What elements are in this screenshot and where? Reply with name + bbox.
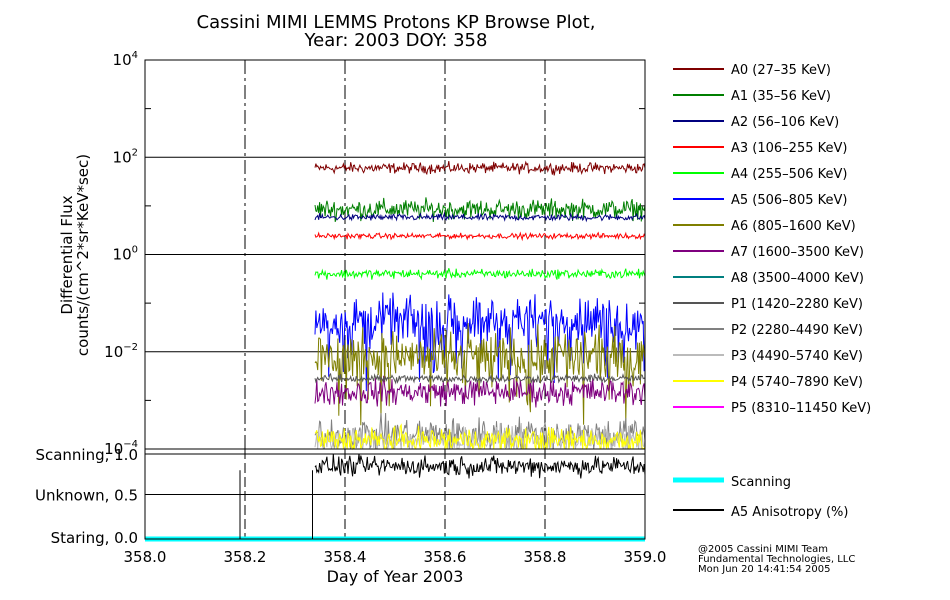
y-axis-label: Differential Flux — [58, 195, 76, 314]
top-panel-series — [314, 160, 646, 451]
legend-label: A7 (1600–3500 KeV) — [731, 245, 864, 260]
y-tick-label: 100 — [113, 245, 138, 264]
legend-label: A4 (255–506 KeV) — [731, 167, 847, 182]
anisotropy-line — [314, 453, 646, 479]
credits-line-1: @2005 Cassini MIMI Team — [698, 544, 828, 555]
credits: @2005 Cassini MIMI Team Fundamental Tech… — [698, 545, 855, 575]
x-tick-label: 358.8 — [524, 548, 567, 566]
legend-label: P4 (5740–7890 KeV) — [731, 375, 863, 390]
series-line — [314, 268, 646, 281]
bottom-panel-frame — [144, 448, 646, 540]
legend-label: A3 (106–255 KeV) — [731, 141, 847, 156]
series-line — [314, 375, 646, 408]
legend-label: P2 (2280–4490 KeV) — [731, 323, 863, 338]
legend: A0 (27–35 KeV) A1 (35–56 KeV) A2 (56–106 K… — [673, 63, 871, 416]
series-line — [314, 211, 646, 223]
bottom-panel-grid — [144, 60, 646, 539]
series-line — [314, 160, 646, 176]
x-tick-label: 358.6 — [424, 548, 467, 566]
x-tick-label: 359.0 — [624, 548, 667, 566]
top-panel-grid — [145, 59, 645, 450]
x-tick-label: 358.0 — [124, 548, 167, 566]
legend-label: A5 Anisotropy (%) — [731, 505, 848, 520]
chart-subtitle: Year: 2003 DOY: 358 — [304, 30, 488, 51]
y-tick-label: 10−2 — [104, 342, 138, 361]
legend-label: P1 (1420–2280 KeV) — [731, 297, 863, 312]
x-tick-label: 358.2 — [224, 548, 267, 566]
x-tick-labels: 358.0 358.2 358.4 358.6 358.8 359.0 — [124, 548, 667, 566]
x-tick-label: 358.4 — [324, 548, 367, 566]
bottom-y-tick-label: Staring, 0.0 — [51, 529, 138, 547]
legend-label: A6 (805–1600 KeV) — [731, 219, 856, 234]
bottom-y-tick-label: Scanning, 1.0 — [35, 446, 138, 464]
series-line — [314, 292, 646, 392]
legend-label: A5 (506–805 KeV) — [731, 193, 847, 208]
legend-label: P3 (4490–5740 KeV) — [731, 349, 863, 364]
bottom-y-tick-labels: Scanning, 1.0 Unknown, 0.5 Staring, 0.0 — [35, 446, 138, 547]
series-line — [314, 197, 646, 223]
legend-label: A1 (35–56 KeV) — [731, 89, 831, 104]
series-line — [314, 231, 646, 242]
legend-label: Scanning — [731, 475, 791, 490]
legend-label: A8 (3500–4000 KeV) — [731, 271, 864, 286]
bottom-y-tick-label: Unknown, 0.5 — [35, 487, 138, 505]
chart-title: Cassini MIMI LEMMS Protons KP Browse Plo… — [197, 12, 596, 33]
legend-label: A0 (27–35 KeV) — [731, 63, 831, 78]
bottom-panel-series — [145, 453, 646, 542]
series-line — [314, 372, 646, 385]
credits-line-2: Fundamental Technologies, LLC — [698, 554, 856, 565]
legend-label: A2 (56–106 KeV) — [731, 115, 839, 130]
legend-bottom: Scanning A5 Anisotropy (%) — [673, 475, 848, 520]
y-tick-label: 104 — [113, 50, 138, 69]
y-axis-units: counts/(cm^2*sr*KeV*sec) — [74, 154, 92, 356]
credits-line-3: Mon Jun 20 14:41:54 2005 — [698, 564, 831, 575]
series-line — [314, 322, 646, 426]
x-axis-label: Day of Year 2003 — [327, 567, 464, 586]
legend-label: P5 (8310–11450 KeV) — [731, 401, 871, 416]
y-tick-label: 102 — [113, 147, 138, 166]
